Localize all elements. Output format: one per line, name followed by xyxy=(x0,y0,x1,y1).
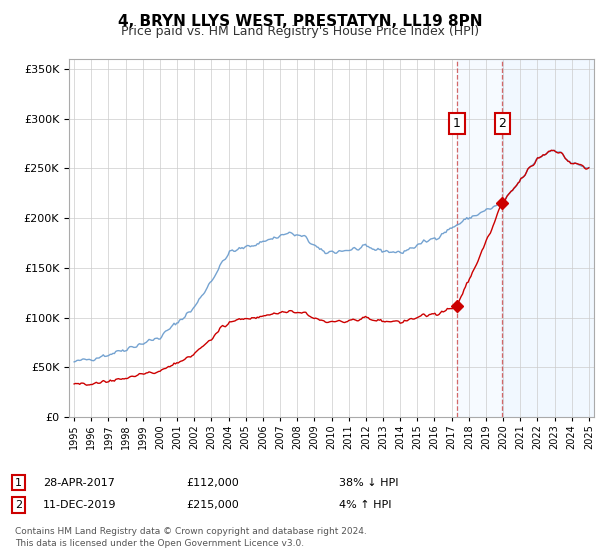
Text: This data is licensed under the Open Government Licence v3.0.: This data is licensed under the Open Gov… xyxy=(15,539,304,548)
Text: 11-DEC-2019: 11-DEC-2019 xyxy=(43,500,116,510)
Text: £112,000: £112,000 xyxy=(186,478,239,488)
Text: 38% ↓ HPI: 38% ↓ HPI xyxy=(339,478,398,488)
Text: 4% ↑ HPI: 4% ↑ HPI xyxy=(339,500,391,510)
Text: Contains HM Land Registry data © Crown copyright and database right 2024.: Contains HM Land Registry data © Crown c… xyxy=(15,528,367,536)
Bar xyxy=(503,59,594,417)
Text: 4, BRYN LLYS WEST, PRESTATYN, LL19 8PN: 4, BRYN LLYS WEST, PRESTATYN, LL19 8PN xyxy=(118,14,482,29)
Text: 2: 2 xyxy=(498,117,506,130)
Text: 2: 2 xyxy=(15,500,22,510)
Bar xyxy=(502,59,594,417)
Text: 1: 1 xyxy=(453,117,461,130)
Bar xyxy=(457,59,502,417)
Text: 28-APR-2017: 28-APR-2017 xyxy=(43,478,115,488)
Text: 1: 1 xyxy=(15,478,22,488)
Text: Price paid vs. HM Land Registry's House Price Index (HPI): Price paid vs. HM Land Registry's House … xyxy=(121,25,479,38)
Text: £215,000: £215,000 xyxy=(186,500,239,510)
